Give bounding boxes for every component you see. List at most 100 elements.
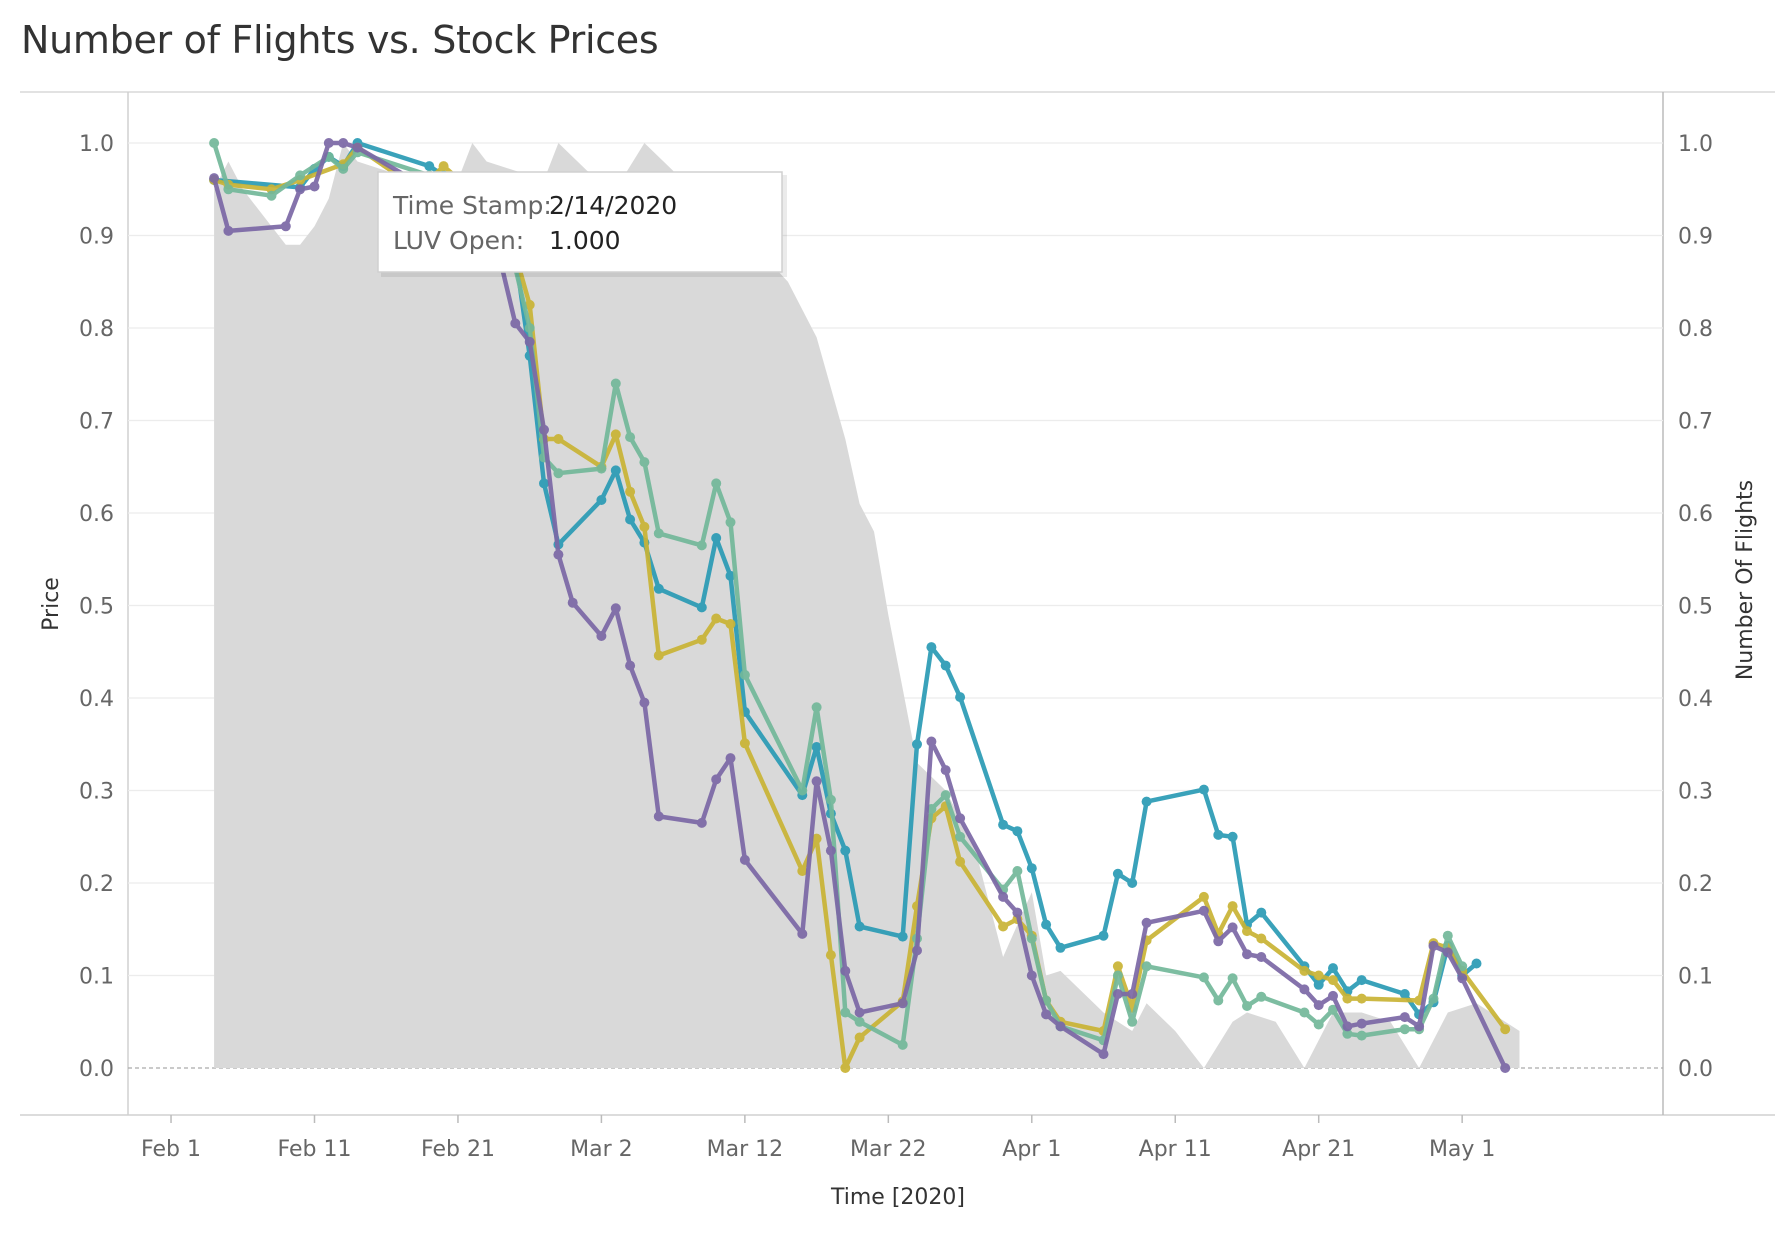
data-point[interactable] bbox=[209, 138, 220, 148]
data-point[interactable] bbox=[711, 533, 722, 543]
data-point[interactable] bbox=[596, 495, 607, 505]
data-point[interactable] bbox=[1012, 907, 1023, 918]
data-point[interactable] bbox=[1414, 1021, 1425, 1032]
data-point[interactable] bbox=[1256, 991, 1267, 1002]
data-point[interactable] bbox=[1026, 863, 1037, 874]
data-point[interactable] bbox=[955, 813, 966, 824]
data-point[interactable] bbox=[739, 854, 750, 865]
data-point[interactable] bbox=[524, 323, 535, 333]
data-point[interactable] bbox=[1299, 984, 1310, 995]
data-point[interactable] bbox=[653, 650, 664, 661]
data-point[interactable] bbox=[926, 642, 937, 653]
data-point[interactable] bbox=[639, 521, 650, 532]
data-point[interactable] bbox=[352, 142, 363, 153]
data-point[interactable] bbox=[295, 184, 306, 195]
data-point[interactable] bbox=[897, 998, 908, 1009]
data-point[interactable] bbox=[811, 776, 822, 787]
data-point[interactable] bbox=[1500, 1024, 1511, 1035]
data-point[interactable] bbox=[854, 1007, 865, 1018]
data-point[interactable] bbox=[553, 434, 564, 444]
data-point[interactable] bbox=[1141, 796, 1152, 807]
data-point[interactable] bbox=[625, 432, 636, 443]
data-point[interactable] bbox=[524, 336, 535, 347]
data-point[interactable] bbox=[1098, 930, 1109, 941]
data-point[interactable] bbox=[1227, 922, 1238, 933]
data-point[interactable] bbox=[897, 931, 908, 942]
data-point[interactable] bbox=[739, 669, 750, 680]
data-point[interactable] bbox=[711, 774, 722, 785]
data-point[interactable] bbox=[940, 790, 951, 801]
data-point[interactable] bbox=[1012, 826, 1023, 837]
data-point[interactable] bbox=[998, 921, 1009, 932]
data-point[interactable] bbox=[1055, 942, 1066, 953]
data-point[interactable] bbox=[854, 1032, 865, 1043]
data-point[interactable] bbox=[940, 660, 951, 671]
data-point[interactable] bbox=[1356, 975, 1367, 986]
data-point[interactable] bbox=[1112, 961, 1123, 972]
data-point[interactable] bbox=[1198, 972, 1209, 983]
data-point[interactable] bbox=[797, 928, 808, 939]
data-point[interactable] bbox=[811, 833, 822, 844]
data-point[interactable] bbox=[1313, 1019, 1324, 1030]
data-point[interactable] bbox=[926, 736, 937, 747]
data-point[interactable] bbox=[1342, 1021, 1353, 1032]
data-point[interactable] bbox=[1356, 1030, 1367, 1041]
data-point[interactable] bbox=[854, 921, 865, 932]
data-point[interactable] bbox=[1428, 993, 1439, 1004]
data-point[interactable] bbox=[1026, 933, 1037, 944]
data-point[interactable] bbox=[1012, 866, 1023, 876]
data-point[interactable] bbox=[1213, 936, 1224, 947]
data-point[interactable] bbox=[1313, 979, 1324, 990]
data-point[interactable] bbox=[295, 170, 306, 181]
data-point[interactable] bbox=[1112, 989, 1123, 999]
data-point[interactable] bbox=[1127, 878, 1138, 888]
data-point[interactable] bbox=[797, 785, 808, 796]
data-point[interactable] bbox=[625, 486, 636, 497]
data-point[interactable] bbox=[940, 765, 951, 776]
data-point[interactable] bbox=[1227, 973, 1238, 984]
data-point[interactable] bbox=[840, 845, 851, 856]
data-point[interactable] bbox=[696, 634, 707, 645]
data-point[interactable] bbox=[1041, 1009, 1052, 1020]
data-point[interactable] bbox=[1141, 961, 1152, 972]
data-point[interactable] bbox=[1328, 963, 1338, 974]
data-point[interactable] bbox=[653, 528, 664, 539]
data-point[interactable] bbox=[825, 845, 836, 856]
data-point[interactable] bbox=[840, 1007, 851, 1018]
data-point[interactable] bbox=[840, 965, 851, 976]
data-point[interactable] bbox=[1227, 901, 1238, 912]
data-point[interactable] bbox=[1500, 1063, 1511, 1073]
data-point[interactable] bbox=[1198, 905, 1209, 916]
data-point[interactable] bbox=[955, 692, 966, 703]
data-point[interactable] bbox=[1399, 989, 1410, 999]
data-point[interactable] bbox=[1471, 958, 1482, 969]
data-point[interactable] bbox=[1213, 995, 1224, 1006]
data-point[interactable] bbox=[1356, 993, 1367, 1004]
data-point[interactable] bbox=[1299, 1007, 1310, 1018]
data-point[interactable] bbox=[338, 163, 349, 174]
data-point[interactable] bbox=[955, 856, 966, 867]
data-point[interactable] bbox=[1127, 989, 1138, 999]
data-point[interactable] bbox=[825, 794, 836, 805]
data-point[interactable] bbox=[539, 478, 549, 489]
data-point[interactable] bbox=[840, 1063, 851, 1073]
data-point[interactable] bbox=[955, 831, 966, 842]
data-point[interactable] bbox=[897, 1039, 908, 1050]
data-point[interactable] bbox=[1198, 784, 1209, 795]
data-point[interactable] bbox=[739, 738, 750, 749]
data-point[interactable] bbox=[811, 702, 822, 713]
data-point[interactable] bbox=[223, 184, 234, 195]
data-point[interactable] bbox=[639, 697, 650, 708]
data-point[interactable] bbox=[811, 742, 822, 752]
data-point[interactable] bbox=[1026, 970, 1037, 981]
data-point[interactable] bbox=[1256, 952, 1267, 962]
data-point[interactable] bbox=[539, 424, 549, 435]
data-point[interactable] bbox=[696, 540, 707, 551]
data-point[interactable] bbox=[424, 161, 435, 172]
data-point[interactable] bbox=[711, 478, 722, 489]
data-point[interactable] bbox=[1428, 940, 1439, 951]
data-point[interactable] bbox=[825, 950, 836, 961]
data-point[interactable] bbox=[553, 549, 564, 560]
data-point[interactable] bbox=[1127, 1016, 1138, 1027]
